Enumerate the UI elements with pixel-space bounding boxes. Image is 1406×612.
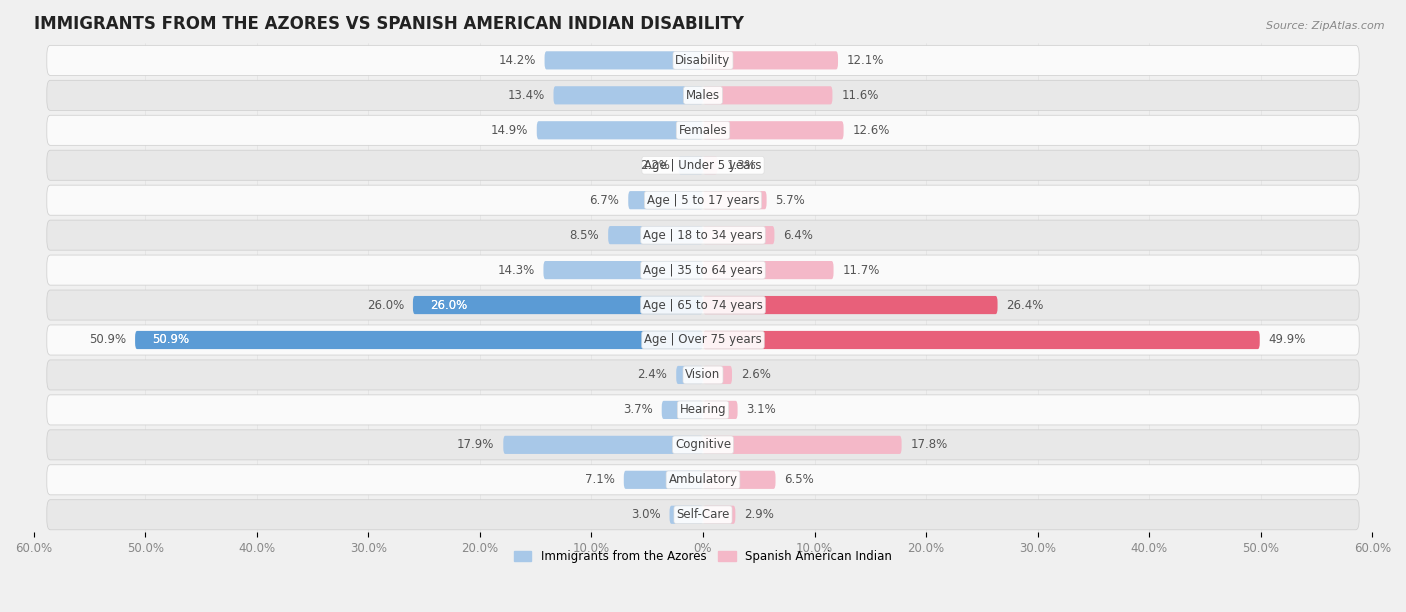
FancyBboxPatch shape [703,121,844,140]
Text: 3.7%: 3.7% [623,403,652,416]
FancyBboxPatch shape [554,86,703,105]
FancyBboxPatch shape [676,366,703,384]
FancyBboxPatch shape [537,121,703,140]
Text: Age | 18 to 34 years: Age | 18 to 34 years [643,229,763,242]
Text: 12.1%: 12.1% [846,54,884,67]
Text: Self-Care: Self-Care [676,509,730,521]
Text: Source: ZipAtlas.com: Source: ZipAtlas.com [1267,21,1385,31]
Text: 3.0%: 3.0% [631,509,661,521]
Text: 50.9%: 50.9% [89,334,127,346]
Text: 12.6%: 12.6% [852,124,890,136]
FancyBboxPatch shape [46,45,1360,75]
FancyBboxPatch shape [703,401,738,419]
Text: Age | 5 to 17 years: Age | 5 to 17 years [647,193,759,207]
FancyBboxPatch shape [544,261,703,279]
Text: Age | 35 to 64 years: Age | 35 to 64 years [643,264,763,277]
FancyBboxPatch shape [46,80,1360,110]
FancyBboxPatch shape [46,395,1360,425]
Text: 17.9%: 17.9% [457,438,495,452]
Text: Age | Over 75 years: Age | Over 75 years [644,334,762,346]
Text: 2.2%: 2.2% [640,159,669,172]
FancyBboxPatch shape [46,465,1360,495]
FancyBboxPatch shape [703,436,901,454]
FancyBboxPatch shape [703,191,766,209]
Text: 26.0%: 26.0% [430,299,467,312]
FancyBboxPatch shape [703,366,733,384]
Text: 11.7%: 11.7% [842,264,880,277]
Text: 6.7%: 6.7% [589,193,619,207]
Text: Ambulatory: Ambulatory [668,473,738,487]
Text: 14.3%: 14.3% [498,264,534,277]
Text: 14.2%: 14.2% [498,54,536,67]
Text: Cognitive: Cognitive [675,438,731,452]
Text: Age | Under 5 years: Age | Under 5 years [644,159,762,172]
FancyBboxPatch shape [703,86,832,105]
Text: 7.1%: 7.1% [585,473,614,487]
Legend: Immigrants from the Azores, Spanish American Indian: Immigrants from the Azores, Spanish Amer… [509,545,897,568]
FancyBboxPatch shape [703,296,997,314]
Text: 5.7%: 5.7% [776,193,806,207]
Text: 14.9%: 14.9% [491,124,527,136]
FancyBboxPatch shape [46,220,1360,250]
FancyBboxPatch shape [46,290,1360,320]
Text: IMMIGRANTS FROM THE AZORES VS SPANISH AMERICAN INDIAN DISABILITY: IMMIGRANTS FROM THE AZORES VS SPANISH AM… [34,15,744,33]
FancyBboxPatch shape [703,51,838,69]
FancyBboxPatch shape [703,156,717,174]
Text: 11.6%: 11.6% [841,89,879,102]
FancyBboxPatch shape [46,150,1360,181]
Text: 6.4%: 6.4% [783,229,813,242]
Text: Hearing: Hearing [679,403,727,416]
Text: 1.3%: 1.3% [727,159,756,172]
FancyBboxPatch shape [703,471,776,489]
FancyBboxPatch shape [503,436,703,454]
Text: 6.5%: 6.5% [785,473,814,487]
Text: 50.9%: 50.9% [152,334,188,346]
Text: Disability: Disability [675,54,731,67]
Text: 49.9%: 49.9% [1268,334,1306,346]
Text: 26.0%: 26.0% [430,299,467,312]
Text: 50.9%: 50.9% [152,334,188,346]
Text: 26.4%: 26.4% [1007,299,1043,312]
FancyBboxPatch shape [135,331,703,349]
Text: Vision: Vision [685,368,721,381]
Text: Females: Females [679,124,727,136]
FancyBboxPatch shape [628,191,703,209]
FancyBboxPatch shape [46,430,1360,460]
Text: 13.4%: 13.4% [508,89,544,102]
FancyBboxPatch shape [703,506,735,524]
FancyBboxPatch shape [679,156,703,174]
Text: 2.6%: 2.6% [741,368,770,381]
Text: 2.4%: 2.4% [637,368,668,381]
FancyBboxPatch shape [662,401,703,419]
FancyBboxPatch shape [46,115,1360,145]
FancyBboxPatch shape [413,296,703,314]
FancyBboxPatch shape [703,331,1260,349]
Text: Males: Males [686,89,720,102]
FancyBboxPatch shape [46,255,1360,285]
FancyBboxPatch shape [46,185,1360,215]
Text: 2.9%: 2.9% [744,509,775,521]
Text: 17.8%: 17.8% [911,438,948,452]
FancyBboxPatch shape [669,506,703,524]
FancyBboxPatch shape [46,500,1360,530]
Text: Age | 65 to 74 years: Age | 65 to 74 years [643,299,763,312]
FancyBboxPatch shape [703,226,775,244]
Text: 8.5%: 8.5% [569,229,599,242]
FancyBboxPatch shape [703,261,834,279]
Text: 26.0%: 26.0% [367,299,404,312]
FancyBboxPatch shape [46,325,1360,355]
FancyBboxPatch shape [46,360,1360,390]
FancyBboxPatch shape [609,226,703,244]
Text: 3.1%: 3.1% [747,403,776,416]
FancyBboxPatch shape [624,471,703,489]
FancyBboxPatch shape [544,51,703,69]
